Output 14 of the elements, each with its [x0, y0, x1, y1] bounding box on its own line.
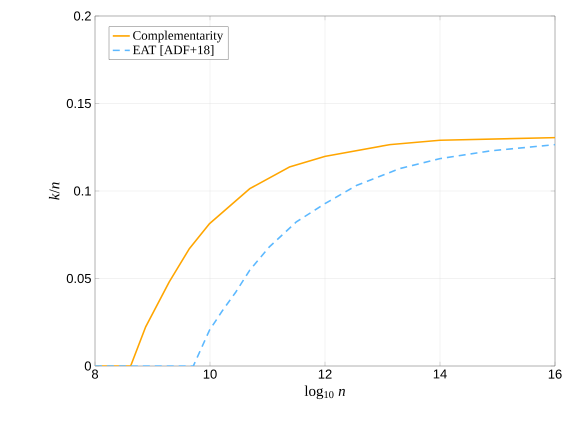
- x-tick-label: 16: [548, 370, 562, 379]
- y-tick-label: 0: [84, 361, 91, 371]
- y-tick-label: 0.15: [66, 98, 91, 108]
- x-tick-label: 8: [92, 370, 98, 379]
- legend-label: EAT [ADF+18]: [132, 45, 214, 56]
- legend-label: Complementarity: [133, 30, 224, 42]
- y-tick-label: 0.05: [66, 274, 91, 284]
- y-tick-label: 0.1: [74, 186, 91, 196]
- x-tick-label: 14: [434, 370, 447, 378]
- y-tick-label: 0.2: [74, 11, 91, 21]
- x-tick-label: 10: [204, 370, 217, 379]
- y-axis-title: k/n: [48, 182, 60, 200]
- x-axis-title: log$_{10}$ n: [304, 386, 345, 400]
- x-tick-label: 12: [318, 370, 332, 379]
